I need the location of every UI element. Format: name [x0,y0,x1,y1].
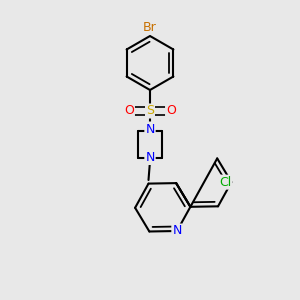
Text: Br: Br [143,21,157,34]
Text: N: N [145,151,155,164]
Text: O: O [166,104,176,118]
Text: Cl: Cl [219,176,232,189]
Text: S: S [146,104,154,118]
Text: O: O [124,104,134,118]
Text: N: N [145,122,155,136]
Text: N: N [172,224,182,238]
